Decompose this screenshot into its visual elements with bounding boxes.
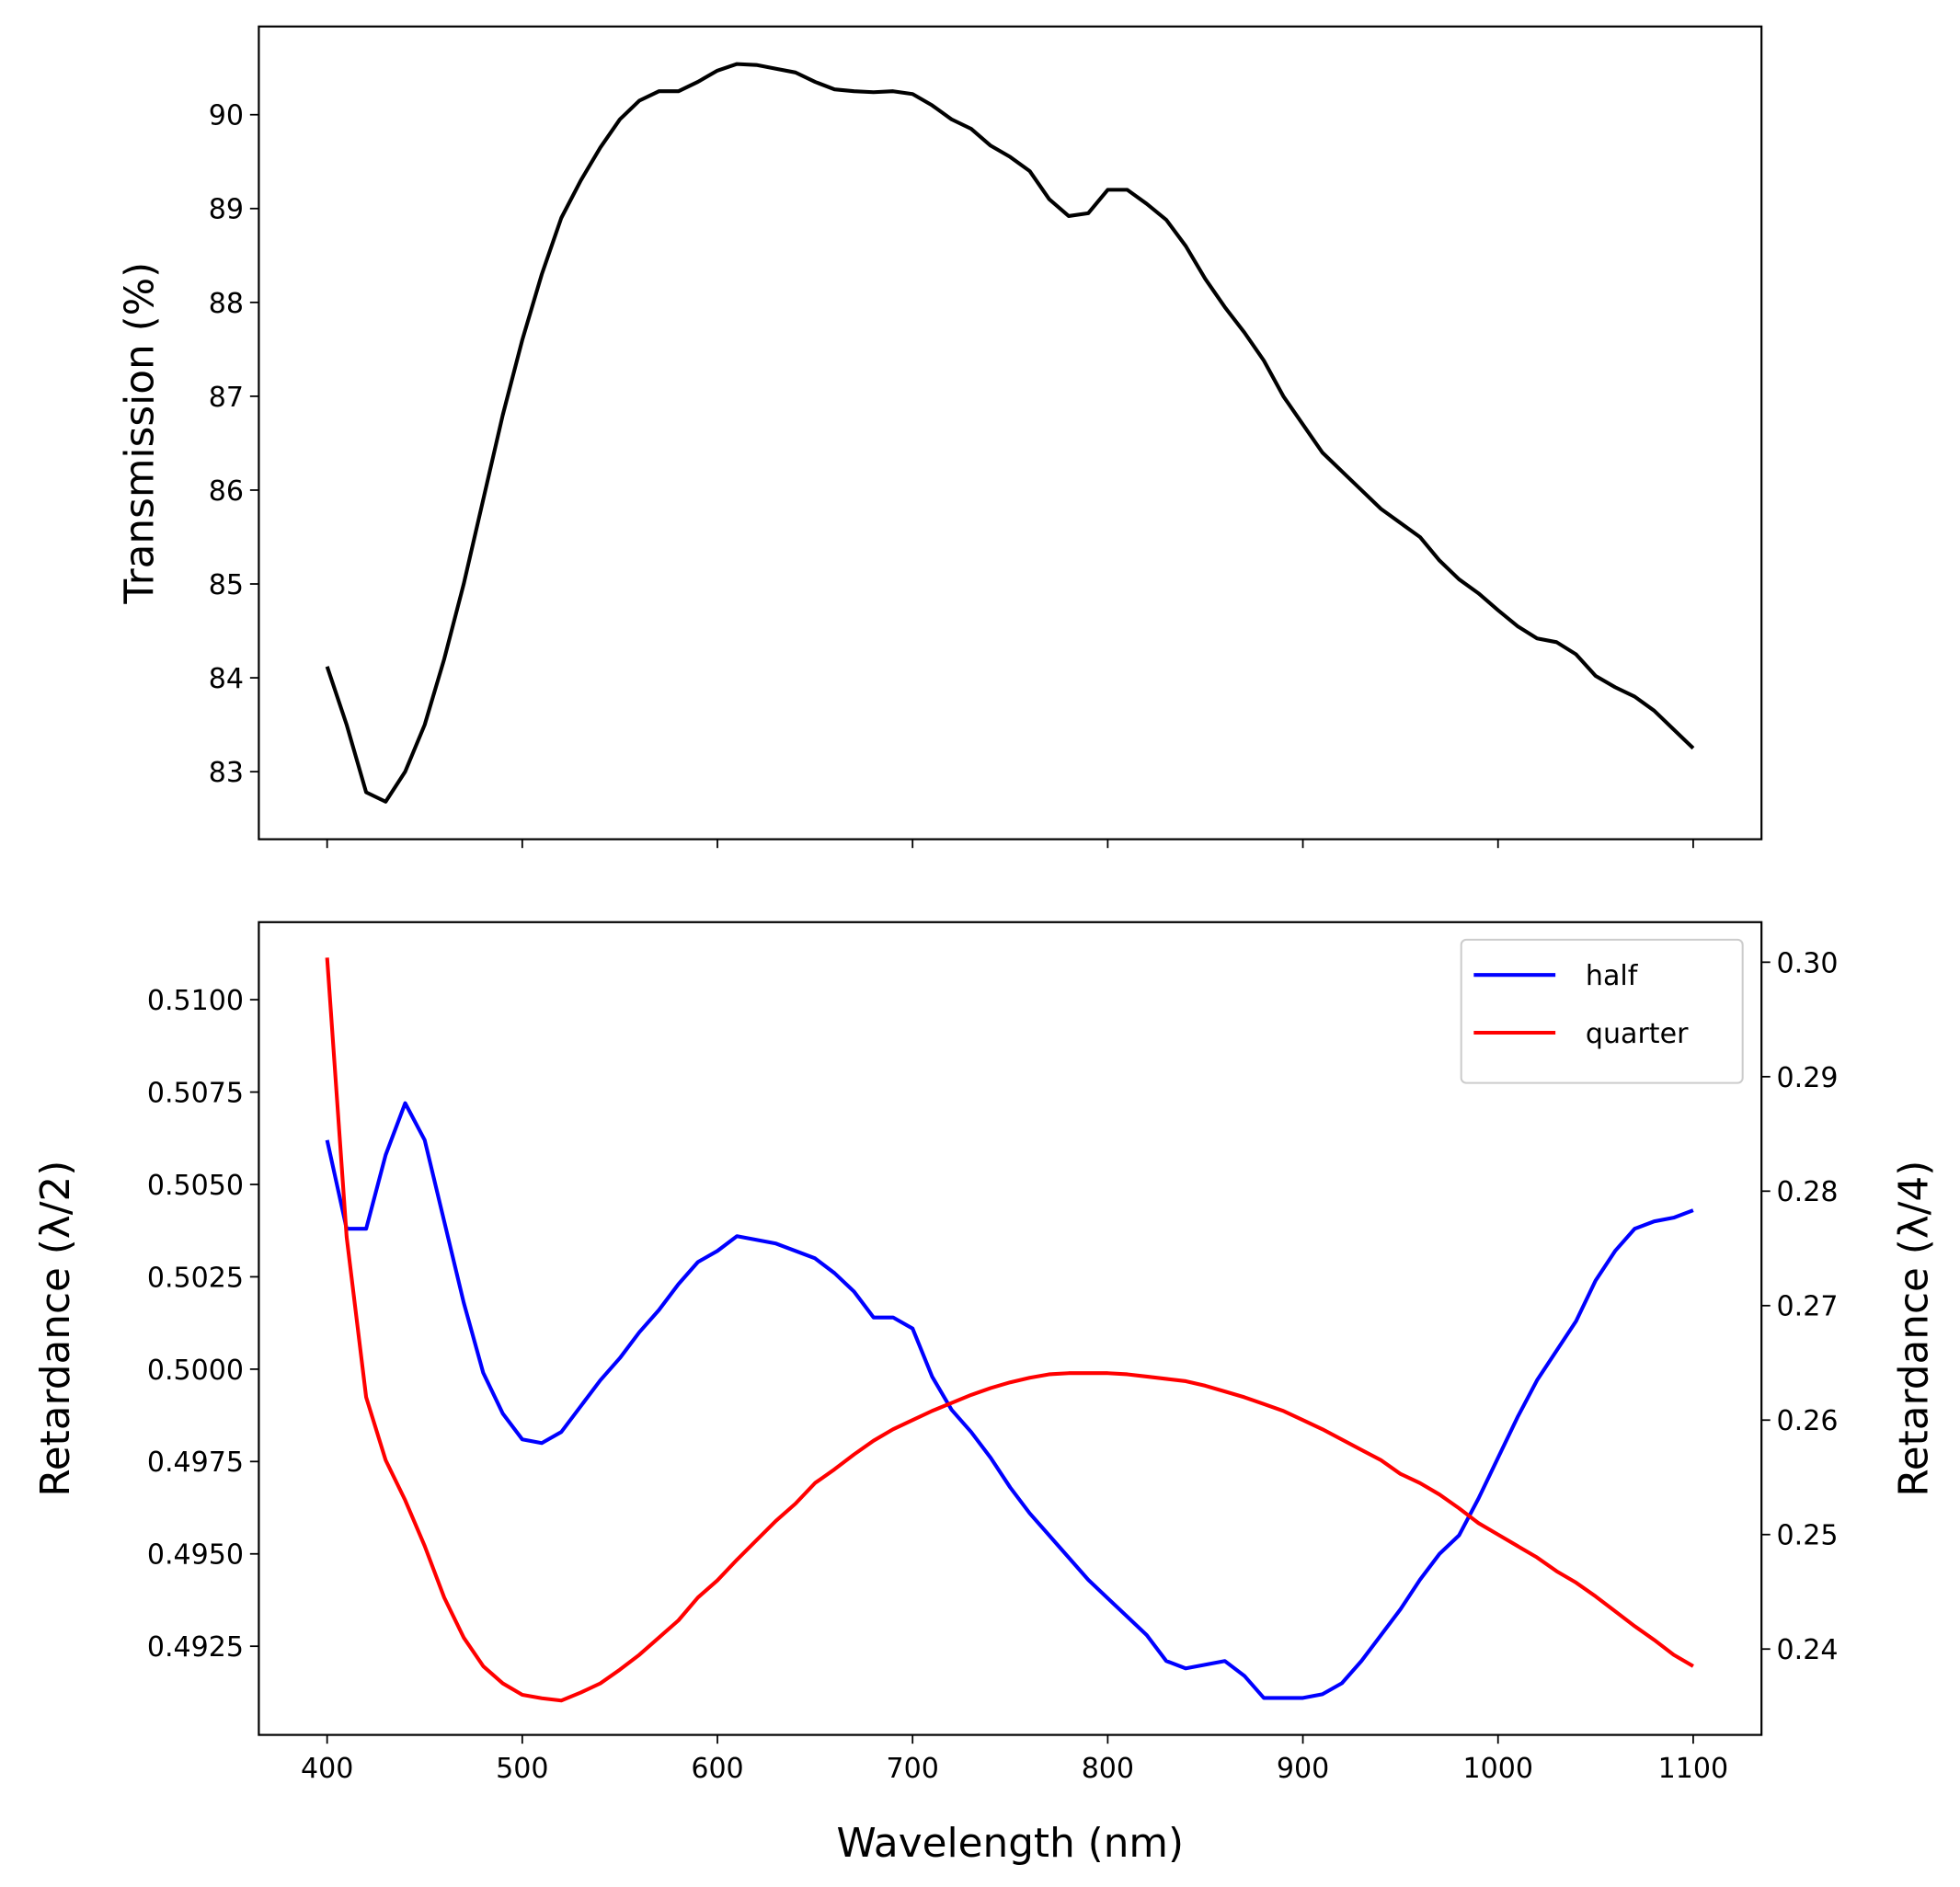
plot-area: [325, 62, 1695, 804]
x-axis-label: Wavelength (nm): [837, 1820, 1185, 1867]
x-tick-label: 1100: [1658, 1753, 1728, 1785]
y-tick-label: 0.5050: [147, 1170, 244, 1202]
y2-tick-label: 0.28: [1777, 1176, 1839, 1208]
legend-label: half: [1586, 960, 1639, 992]
y-tick-label: 86: [209, 475, 244, 508]
line-series: [325, 62, 1695, 804]
y-tick-label: 85: [209, 569, 244, 601]
y-tick-label: 0.5000: [147, 1355, 244, 1387]
y2-axis-label: Retardance (λ/4): [1890, 1161, 1937, 1497]
y-tick-label: 84: [209, 663, 244, 695]
x-tick-label: 600: [691, 1753, 743, 1785]
y2-tick-label: 0.25: [1777, 1520, 1839, 1552]
plot-area: [325, 957, 1694, 1703]
y2-tick-label: 0.29: [1777, 1062, 1839, 1094]
y-tick-label: 0.4925: [147, 1631, 244, 1664]
y-tick-label: 83: [209, 757, 244, 789]
line-series: [325, 957, 1694, 1703]
y-axis-label: Retardance (λ/2): [32, 1161, 79, 1497]
y-tick-label: 88: [209, 288, 244, 320]
y-tick-label: 0.5100: [147, 985, 244, 1017]
y-tick-label: 0.4975: [147, 1447, 244, 1479]
x-tick-label: 900: [1277, 1753, 1329, 1785]
y-tick-label: 0.5025: [147, 1262, 244, 1294]
x-tick-label: 700: [887, 1753, 939, 1785]
y-tick-label: 0.5075: [147, 1078, 244, 1110]
x-tick-label: 400: [301, 1753, 353, 1785]
y-tick-label: 90: [209, 100, 244, 132]
y-tick-label: 0.4950: [147, 1539, 244, 1572]
axes-frame: [258, 25, 1763, 841]
x-tick-label: 500: [496, 1753, 548, 1785]
legend-label: quarter: [1586, 1018, 1689, 1050]
y2-tick-label: 0.30: [1777, 947, 1839, 979]
y-axis-label: Transmission (%): [117, 262, 164, 605]
axes-frame: [258, 921, 1763, 1736]
line-series: [325, 1101, 1694, 1700]
y2-tick-label: 0.24: [1777, 1634, 1839, 1666]
y-tick-label: 89: [209, 194, 244, 226]
y2-tick-label: 0.26: [1777, 1405, 1839, 1437]
y-tick-label: 87: [209, 382, 244, 414]
y2-tick-label: 0.27: [1777, 1291, 1839, 1323]
x-tick-label: 800: [1082, 1753, 1134, 1785]
x-tick-label: 1000: [1462, 1753, 1532, 1785]
